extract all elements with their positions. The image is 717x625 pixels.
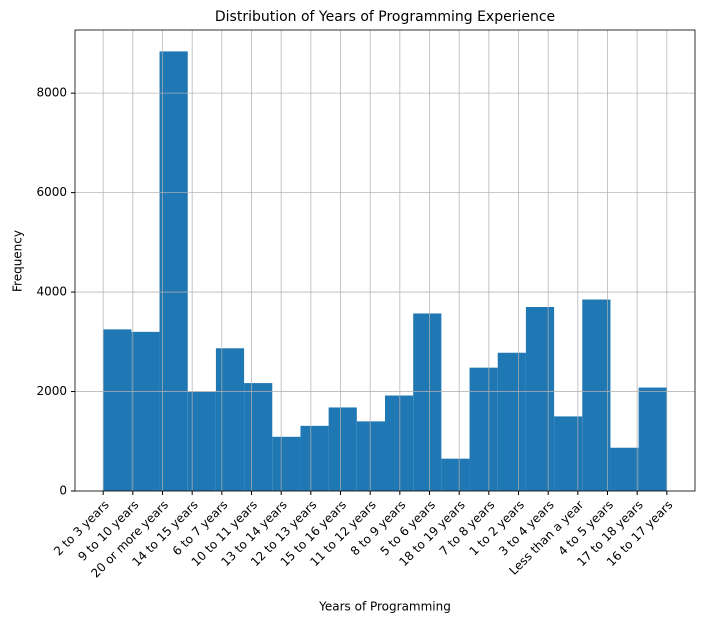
y-tick-label: 8000 <box>36 86 67 100</box>
y-axis-label: Frequency <box>11 230 25 292</box>
bar <box>497 352 526 491</box>
bar <box>413 313 442 491</box>
bar <box>159 51 188 491</box>
bar <box>131 331 160 491</box>
x-axis-label: Years of Programming <box>318 600 451 614</box>
bar <box>328 407 357 491</box>
bar <box>638 387 667 491</box>
bar <box>215 348 245 491</box>
plot-frame <box>74 29 696 492</box>
bar <box>469 367 498 491</box>
bar <box>244 383 273 491</box>
bar <box>103 329 132 491</box>
y-tick-label: 6000 <box>36 185 67 199</box>
y-tick-label: 2000 <box>36 384 67 398</box>
y-tick-label: 0 <box>59 484 67 498</box>
bar <box>300 425 329 491</box>
bar <box>272 436 301 491</box>
bar <box>525 306 555 491</box>
bar <box>385 395 414 491</box>
bar <box>610 447 639 491</box>
bar <box>582 299 611 491</box>
y-tick-label: 4000 <box>36 285 67 299</box>
chart-title: Distribution of Years of Programming Exp… <box>215 9 555 25</box>
bar <box>441 458 470 491</box>
bar <box>356 421 385 491</box>
